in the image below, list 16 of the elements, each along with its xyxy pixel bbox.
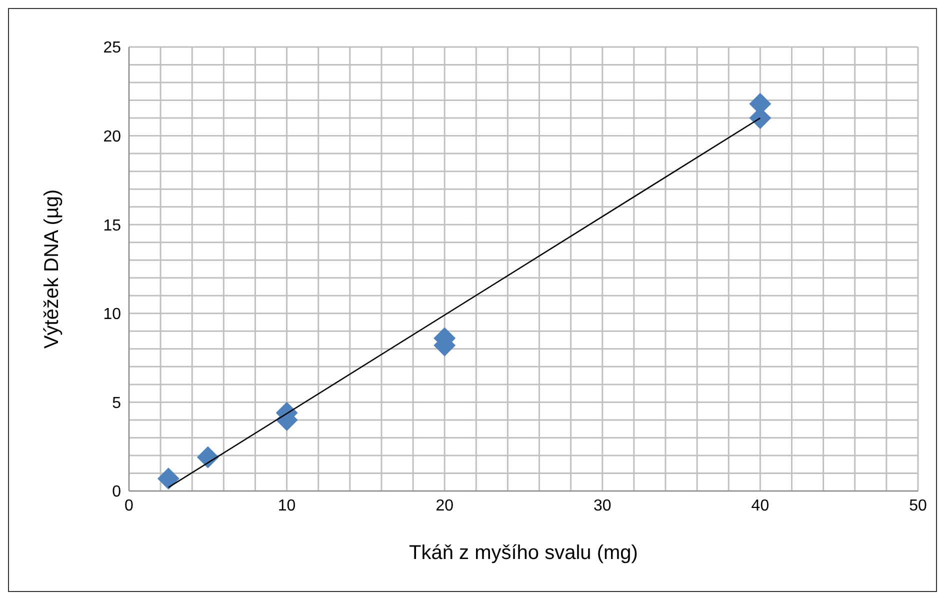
y-axis-title: Výtěžek DNA (µg) (41, 189, 64, 349)
x-tick-label: 40 (751, 497, 770, 514)
y-tick-label: 0 (112, 484, 122, 501)
x-axis-title: Tkáň z myšího svalu (mg) (409, 542, 638, 564)
x-tick-label: 30 (594, 497, 612, 514)
y-tick-label: 5 (112, 394, 122, 412)
x-tick-label: 0 (124, 497, 134, 514)
y-tick-label: 15 (103, 217, 122, 234)
point (196, 446, 219, 468)
point (157, 468, 180, 490)
y-tick-label: 20 (103, 128, 122, 146)
x-tick-label: 10 (278, 497, 296, 514)
x-tick-label: 20 (436, 497, 454, 514)
x-tick-label: 50 (909, 497, 927, 514)
y-tick-label: 25 (103, 40, 122, 57)
y-tick-label: 10 (103, 306, 122, 324)
